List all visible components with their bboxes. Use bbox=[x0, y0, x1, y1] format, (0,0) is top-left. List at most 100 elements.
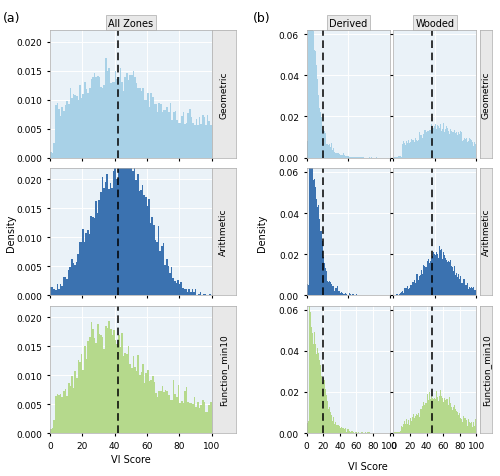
Bar bbox=[473, 422, 474, 433]
Bar bbox=[148, 381, 150, 433]
Bar bbox=[438, 258, 439, 296]
Bar bbox=[54, 420, 55, 433]
Bar bbox=[404, 424, 406, 433]
Bar bbox=[333, 288, 334, 296]
Bar bbox=[146, 374, 147, 433]
Bar bbox=[97, 325, 98, 433]
Bar bbox=[89, 338, 90, 433]
Bar bbox=[346, 432, 347, 433]
Bar bbox=[105, 183, 106, 296]
Bar bbox=[170, 400, 172, 433]
Bar bbox=[71, 99, 73, 158]
Bar bbox=[444, 132, 445, 158]
Bar bbox=[178, 123, 180, 158]
Bar bbox=[202, 116, 203, 158]
Bar bbox=[189, 403, 190, 433]
Bar bbox=[70, 89, 71, 158]
Bar bbox=[331, 284, 332, 296]
Bar bbox=[106, 328, 108, 433]
Bar bbox=[326, 145, 327, 158]
Bar bbox=[470, 291, 472, 296]
Bar bbox=[131, 76, 132, 158]
Bar bbox=[431, 125, 432, 158]
Bar bbox=[106, 175, 108, 296]
Bar bbox=[433, 129, 434, 158]
Bar bbox=[100, 192, 102, 296]
Bar bbox=[413, 140, 414, 158]
Bar bbox=[472, 427, 473, 433]
Bar bbox=[404, 144, 405, 158]
Bar bbox=[174, 112, 176, 158]
Bar bbox=[60, 395, 62, 433]
Bar bbox=[403, 142, 404, 158]
Bar bbox=[417, 141, 418, 158]
Bar bbox=[451, 407, 452, 433]
Bar bbox=[162, 112, 163, 158]
Bar bbox=[60, 117, 62, 158]
Bar bbox=[156, 397, 158, 433]
Bar bbox=[459, 279, 460, 296]
Bar bbox=[352, 294, 353, 296]
Bar bbox=[354, 295, 356, 296]
Bar bbox=[434, 398, 435, 433]
X-axis label: VI Score: VI Score bbox=[111, 454, 150, 464]
Bar bbox=[470, 425, 472, 433]
Bar bbox=[192, 124, 194, 158]
Bar bbox=[343, 154, 344, 158]
Bar bbox=[309, 0, 310, 158]
Bar bbox=[138, 355, 139, 433]
Bar bbox=[310, 328, 312, 433]
Bar bbox=[425, 268, 426, 296]
Bar bbox=[332, 421, 333, 433]
Bar bbox=[196, 119, 197, 158]
Bar bbox=[411, 286, 412, 296]
Bar bbox=[62, 286, 63, 296]
Bar bbox=[325, 389, 326, 433]
Bar bbox=[180, 283, 182, 296]
Bar bbox=[356, 432, 357, 433]
Bar bbox=[174, 394, 176, 433]
Bar bbox=[426, 403, 427, 433]
Bar bbox=[461, 419, 462, 433]
Bar bbox=[408, 288, 410, 296]
Bar bbox=[172, 120, 173, 158]
Bar bbox=[94, 218, 95, 296]
Bar bbox=[81, 355, 82, 433]
Bar bbox=[126, 74, 128, 158]
Bar bbox=[158, 227, 160, 296]
Bar bbox=[144, 384, 146, 433]
Bar bbox=[200, 293, 202, 296]
Bar bbox=[182, 403, 184, 433]
Bar bbox=[416, 274, 417, 296]
Text: Function_min10: Function_min10 bbox=[482, 334, 491, 406]
Bar bbox=[106, 71, 108, 158]
Bar bbox=[190, 403, 192, 433]
Bar bbox=[347, 157, 348, 158]
Bar bbox=[348, 295, 349, 296]
Bar bbox=[432, 399, 434, 433]
Bar bbox=[165, 390, 166, 433]
Bar bbox=[128, 346, 130, 433]
Bar bbox=[160, 392, 162, 433]
Bar bbox=[120, 69, 121, 158]
Bar bbox=[120, 169, 121, 296]
Bar bbox=[63, 392, 64, 433]
Bar bbox=[430, 261, 431, 296]
Bar bbox=[473, 288, 474, 296]
Bar bbox=[348, 431, 350, 433]
Bar bbox=[56, 104, 58, 158]
Bar bbox=[460, 283, 462, 296]
Bar bbox=[181, 117, 182, 158]
Bar bbox=[186, 387, 188, 433]
Bar bbox=[208, 405, 210, 433]
Bar bbox=[155, 105, 157, 158]
Bar bbox=[80, 86, 81, 158]
Bar bbox=[442, 255, 444, 296]
Bar bbox=[410, 418, 412, 433]
Bar bbox=[50, 152, 52, 158]
Bar bbox=[97, 77, 98, 158]
Bar bbox=[396, 157, 398, 158]
Bar bbox=[341, 292, 342, 296]
Bar bbox=[197, 403, 198, 433]
Bar bbox=[324, 380, 325, 433]
